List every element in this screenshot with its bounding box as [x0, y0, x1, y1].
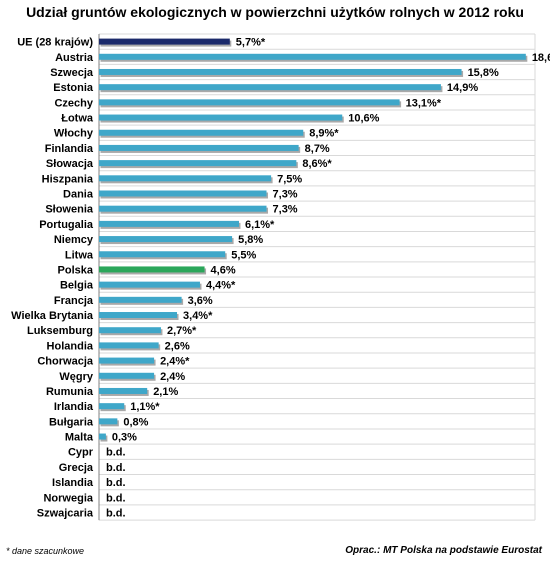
- value-label: 4,4%*: [206, 280, 236, 292]
- category-label: Grecja: [59, 462, 94, 474]
- bar: [99, 68, 462, 75]
- value-label: 18,6%: [532, 52, 550, 64]
- value-label: 13,1%*: [406, 97, 442, 109]
- category-label: Niemcy: [54, 234, 94, 246]
- value-label: 7,5%: [277, 173, 302, 185]
- bar: [99, 236, 233, 243]
- category-label: Norwegia: [43, 492, 93, 504]
- bar: [99, 372, 155, 379]
- value-label: 7,3%: [273, 204, 298, 216]
- category-label: Szwajcaria: [37, 507, 94, 519]
- value-label: b.d.: [106, 477, 126, 489]
- chart-title: Udział gruntów ekologicznych w powierzch…: [26, 4, 524, 20]
- bar: [99, 433, 106, 440]
- category-label: Holandia: [47, 340, 94, 352]
- value-label: 14,9%: [447, 82, 478, 94]
- value-label: 1,1%*: [130, 401, 160, 413]
- category-label: Belgia: [60, 280, 94, 292]
- category-label: Finlandia: [45, 143, 94, 155]
- value-label: 4,6%: [211, 264, 236, 276]
- value-label: 5,8%: [238, 234, 263, 246]
- value-label: 5,5%: [231, 249, 256, 261]
- value-label: 3,4%*: [183, 310, 213, 322]
- value-label: 8,7%: [305, 143, 330, 155]
- source-note: Oprac.: MT Polska na podstawie Eurostat: [345, 545, 542, 556]
- bar: [99, 266, 205, 273]
- value-label: 8,9%*: [309, 128, 339, 140]
- bar: [99, 190, 267, 197]
- bar: [99, 403, 125, 410]
- category-label: Bułgaria: [49, 416, 94, 428]
- category-label: Chorwacja: [37, 356, 94, 368]
- bar: [99, 281, 200, 288]
- category-label: Węgry: [59, 371, 94, 383]
- value-label: 3,6%: [188, 295, 213, 307]
- value-label: b.d.: [106, 462, 126, 474]
- category-label: Czechy: [54, 97, 93, 109]
- bar: [99, 175, 272, 182]
- bar: [99, 220, 239, 227]
- category-label: Portugalia: [39, 219, 94, 231]
- bar: [99, 53, 526, 60]
- bar: [99, 357, 155, 364]
- value-label: 8,6%*: [302, 158, 332, 170]
- bar: [99, 160, 297, 167]
- category-label: Cypr: [68, 447, 94, 459]
- bar: [99, 418, 118, 425]
- value-label: b.d.: [106, 447, 126, 459]
- bar: [99, 99, 400, 106]
- value-label: 7,3%: [273, 188, 298, 200]
- category-label: Hiszpania: [42, 173, 94, 185]
- category-label: Malta: [65, 432, 94, 444]
- category-label: Luksemburg: [27, 325, 93, 337]
- bar: [99, 327, 161, 334]
- category-label: Francja: [54, 295, 94, 307]
- category-label: UE (28 krajów): [17, 37, 93, 49]
- category-label: Islandia: [52, 477, 94, 489]
- category-label: Estonia: [53, 82, 94, 94]
- category-label: Litwa: [65, 249, 94, 261]
- bar: [99, 296, 182, 303]
- category-label: Rumunia: [46, 386, 94, 398]
- category-label: Dania: [63, 188, 94, 200]
- category-label: Polska: [58, 264, 94, 276]
- value-label: b.d.: [106, 492, 126, 504]
- bar: [99, 312, 178, 319]
- value-label: 2,6%: [165, 340, 190, 352]
- value-label: 15,8%: [468, 67, 499, 79]
- category-label: Wielka Brytania: [11, 310, 94, 322]
- category-label: Słowacja: [46, 158, 94, 170]
- bar: [99, 84, 441, 91]
- bar: [99, 387, 148, 394]
- value-label: 2,7%*: [167, 325, 197, 337]
- bar: [99, 38, 230, 45]
- value-label: 10,6%: [348, 113, 379, 125]
- bar: [99, 129, 304, 136]
- category-label: Włochy: [54, 128, 94, 140]
- category-label: Szwecja: [50, 67, 94, 79]
- value-label: b.d.: [106, 507, 126, 519]
- value-label: 6,1%*: [245, 219, 275, 231]
- value-label: 2,4%: [160, 371, 185, 383]
- category-label: Irlandia: [54, 401, 94, 413]
- category-label: Słowenia: [45, 204, 94, 216]
- value-label: 2,4%*: [160, 356, 190, 368]
- bar: [99, 342, 159, 349]
- category-label: Austria: [55, 52, 94, 64]
- value-label: 0,3%: [112, 432, 137, 444]
- value-label: 2,1%: [153, 386, 178, 398]
- footnote: * dane szacunkowe: [6, 546, 85, 556]
- bar: [99, 251, 226, 258]
- value-label: 0,8%: [123, 416, 148, 428]
- bar: [99, 205, 267, 212]
- value-label: 5,7%*: [236, 37, 266, 49]
- category-label: Łotwa: [61, 113, 94, 125]
- bar: [99, 144, 299, 151]
- bar: [99, 114, 343, 121]
